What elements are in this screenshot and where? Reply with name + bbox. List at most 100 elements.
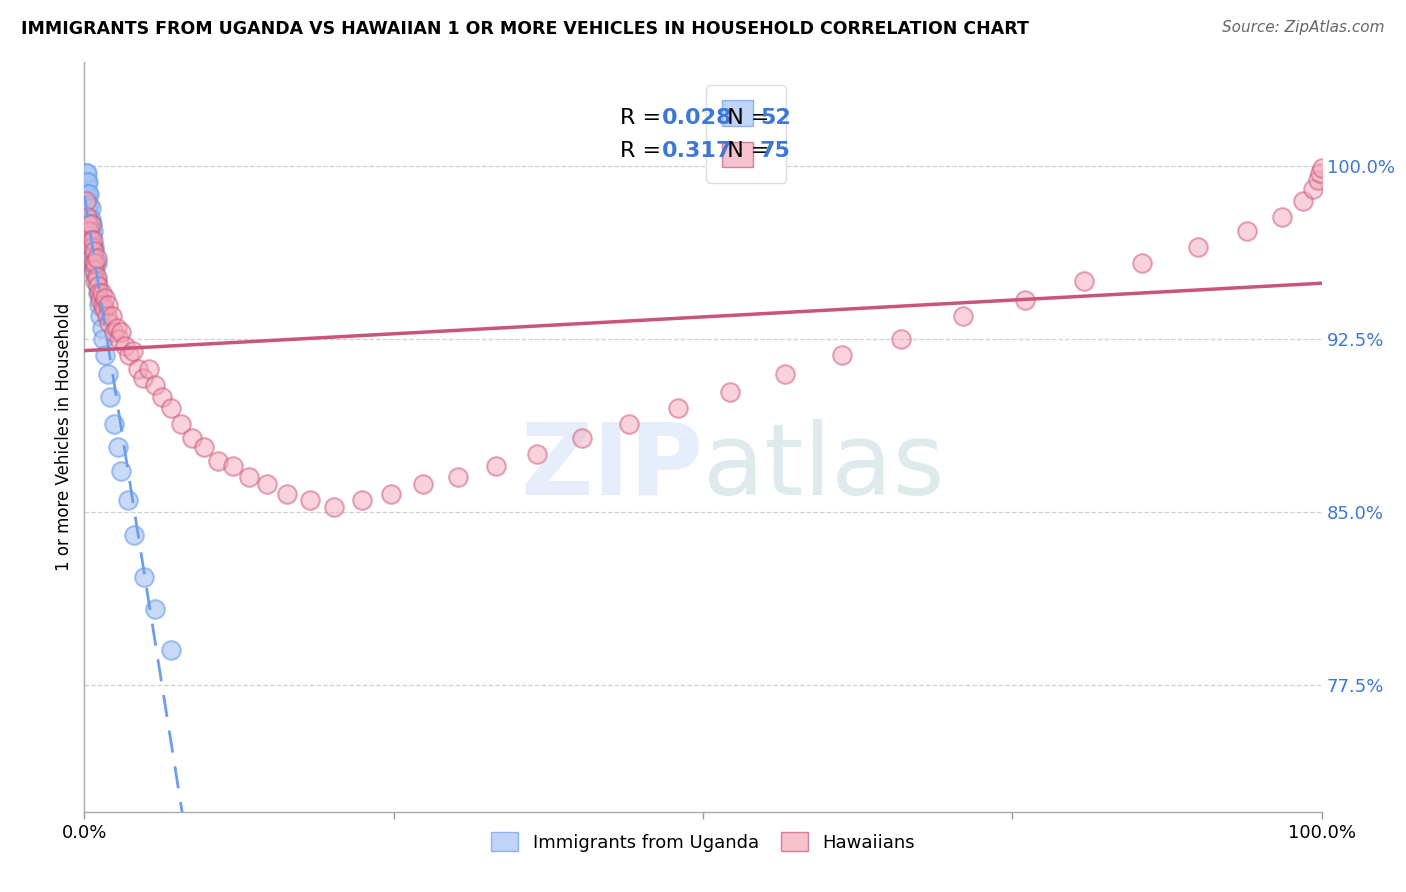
Point bbox=[80, 228, 103, 243]
Text: 52: 52 bbox=[759, 108, 790, 128]
Point bbox=[666, 401, 689, 416]
Point bbox=[93, 302, 115, 317]
Point bbox=[181, 431, 204, 445]
Point bbox=[110, 325, 132, 339]
Point bbox=[83, 256, 105, 270]
Legend: Immigrants from Uganda, Hawaiians: Immigrants from Uganda, Hawaiians bbox=[484, 825, 922, 859]
Point bbox=[82, 233, 104, 247]
Point bbox=[90, 285, 112, 300]
Point bbox=[1014, 293, 1036, 307]
Point bbox=[79, 240, 101, 254]
Point bbox=[718, 385, 741, 400]
Point bbox=[86, 275, 108, 289]
Point bbox=[84, 256, 107, 270]
Point bbox=[79, 198, 101, 212]
Point bbox=[160, 643, 183, 657]
Point bbox=[150, 390, 173, 404]
Point bbox=[77, 217, 100, 231]
Point bbox=[76, 186, 98, 201]
Point bbox=[77, 210, 100, 224]
Point bbox=[571, 431, 593, 445]
Point bbox=[75, 166, 97, 180]
Point bbox=[447, 470, 470, 484]
Point bbox=[160, 401, 183, 416]
Point bbox=[77, 233, 100, 247]
Point bbox=[143, 602, 166, 616]
Point bbox=[80, 252, 103, 266]
Text: R =: R = bbox=[620, 108, 668, 128]
Point bbox=[100, 309, 122, 323]
Point bbox=[1073, 275, 1095, 289]
Point bbox=[118, 348, 141, 362]
Point bbox=[84, 268, 107, 282]
Point bbox=[298, 493, 321, 508]
Point bbox=[82, 256, 104, 270]
Point bbox=[1292, 194, 1315, 208]
Text: R =: R = bbox=[620, 141, 668, 161]
Point bbox=[773, 367, 796, 381]
Point bbox=[1130, 256, 1153, 270]
Point bbox=[75, 194, 97, 208]
Point bbox=[76, 175, 98, 189]
Point bbox=[96, 309, 118, 323]
Point bbox=[108, 332, 131, 346]
Point bbox=[117, 493, 139, 508]
Point bbox=[80, 217, 103, 231]
Point bbox=[91, 332, 114, 346]
Point bbox=[256, 477, 278, 491]
Point bbox=[77, 186, 100, 201]
Point bbox=[76, 210, 98, 224]
Point bbox=[86, 269, 108, 284]
Point bbox=[131, 371, 153, 385]
Point bbox=[890, 332, 912, 346]
Text: 75: 75 bbox=[759, 141, 790, 161]
Point bbox=[76, 198, 98, 212]
Point bbox=[87, 279, 110, 293]
Text: 0.028: 0.028 bbox=[662, 108, 733, 128]
Point bbox=[79, 244, 101, 259]
Point bbox=[79, 186, 101, 201]
Point bbox=[170, 417, 193, 432]
Point bbox=[77, 221, 100, 235]
Point bbox=[143, 378, 166, 392]
Point bbox=[132, 569, 155, 583]
Point bbox=[1302, 182, 1324, 196]
Point bbox=[80, 244, 103, 259]
Point bbox=[1271, 210, 1294, 224]
Point bbox=[222, 458, 245, 473]
Point bbox=[121, 343, 143, 358]
Point bbox=[87, 285, 110, 300]
Point bbox=[94, 348, 117, 362]
Point bbox=[97, 367, 120, 381]
Point bbox=[86, 256, 108, 270]
Point bbox=[138, 362, 160, 376]
Point bbox=[76, 210, 98, 224]
Point bbox=[79, 201, 101, 215]
Point bbox=[617, 417, 640, 432]
Point bbox=[103, 417, 125, 432]
Point bbox=[380, 486, 402, 500]
Point bbox=[107, 441, 129, 455]
Text: Source: ZipAtlas.com: Source: ZipAtlas.com bbox=[1222, 20, 1385, 35]
Point bbox=[412, 477, 434, 491]
Y-axis label: 1 or more Vehicles in Household: 1 or more Vehicles in Household bbox=[55, 303, 73, 571]
Point bbox=[323, 500, 346, 515]
Point bbox=[82, 224, 104, 238]
Point bbox=[97, 297, 120, 311]
Point bbox=[103, 325, 125, 339]
Point bbox=[89, 309, 111, 323]
Point bbox=[75, 186, 97, 201]
Point bbox=[105, 320, 128, 334]
Point bbox=[83, 263, 105, 277]
Point bbox=[91, 297, 114, 311]
Point bbox=[79, 228, 101, 243]
Point bbox=[94, 291, 117, 305]
Point bbox=[831, 348, 853, 362]
Point bbox=[1309, 166, 1331, 180]
Point bbox=[83, 244, 105, 259]
Point bbox=[207, 454, 229, 468]
Point bbox=[1236, 224, 1258, 238]
Point bbox=[1187, 240, 1209, 254]
Text: 0.317: 0.317 bbox=[662, 141, 733, 161]
Text: N =: N = bbox=[713, 141, 776, 161]
